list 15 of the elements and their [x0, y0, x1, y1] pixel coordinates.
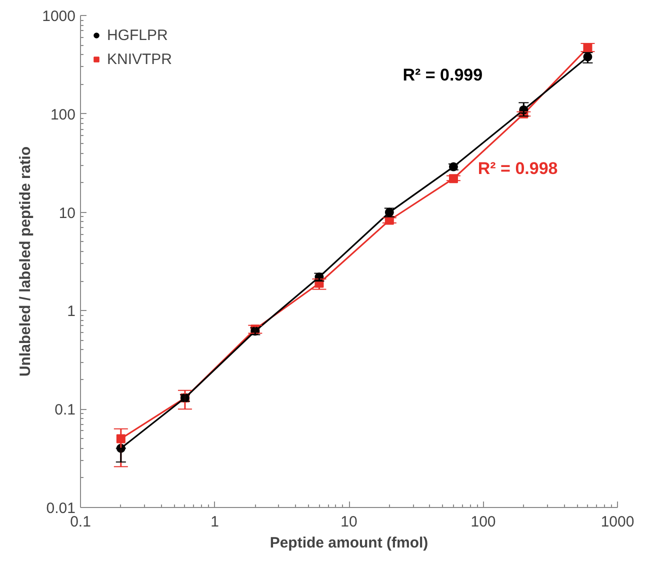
y-tick-label: 10: [58, 204, 76, 222]
x-tick-label: 1000: [600, 514, 634, 530]
y-tick-label: 1: [67, 303, 76, 320]
legend-label: HGFLPR: [107, 26, 168, 44]
annotation: R² = 0.999: [402, 65, 483, 84]
x-tick-label: 1: [210, 514, 219, 530]
y-tick-label: 100: [50, 106, 76, 124]
y-tick-label: 1000: [42, 8, 76, 25]
x-tick-label: 10: [340, 514, 358, 530]
x-axis-title: Peptide amount (fmol): [270, 534, 428, 552]
y-axis-title: Unlabeled / labeled peptide ratio: [17, 146, 34, 377]
y-tick-label: 0.1: [54, 402, 76, 419]
legend-label: KNIVTPR: [107, 50, 172, 68]
x-tick-label: 100: [470, 514, 496, 530]
annotation: R² = 0.998: [478, 158, 558, 178]
